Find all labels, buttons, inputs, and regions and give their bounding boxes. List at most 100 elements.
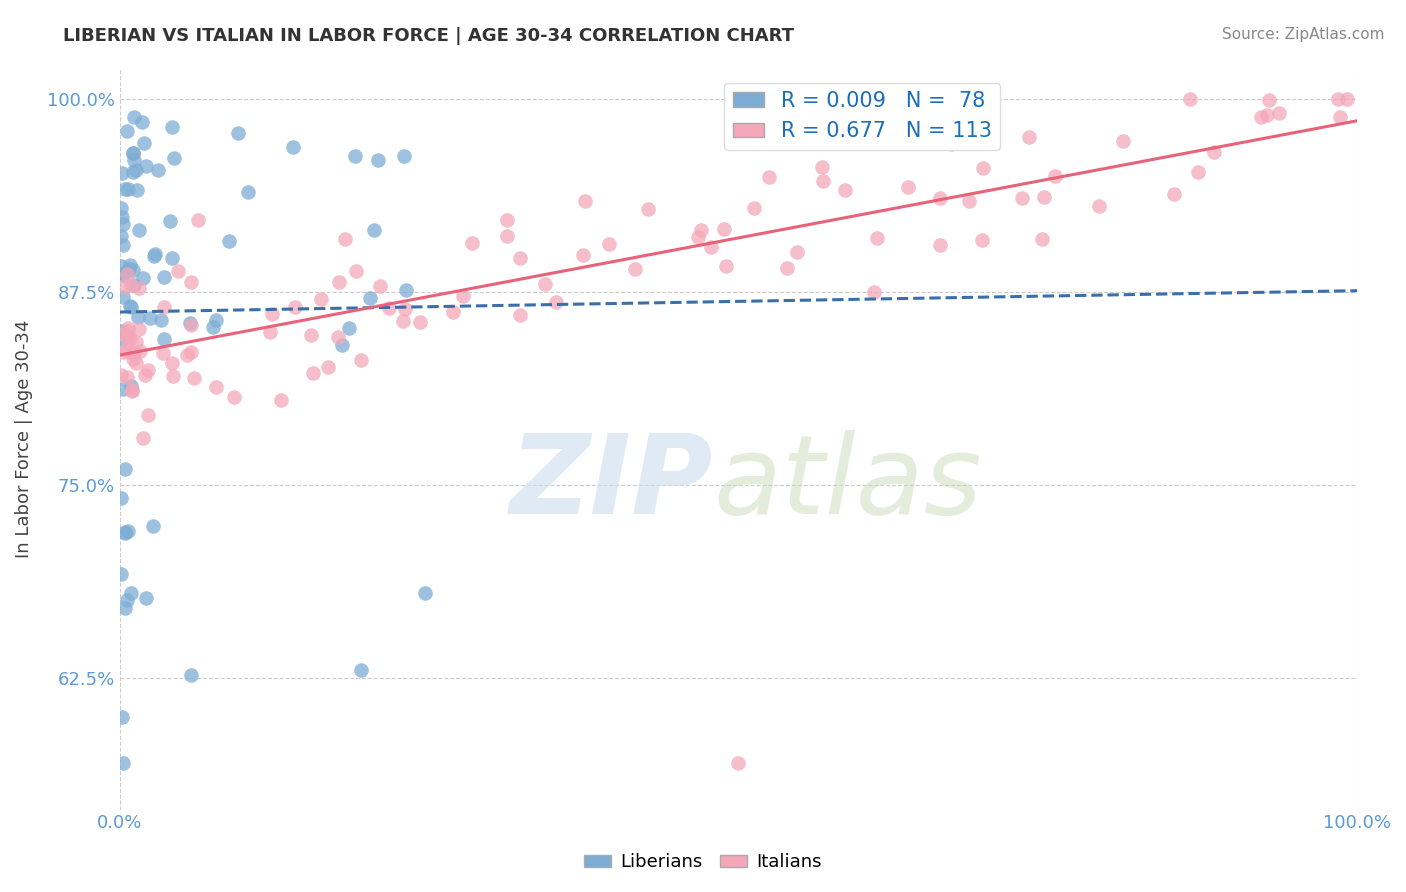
Point (776, 260, 799, 275)
Point (204, 312, 226, 326)
Point (834, 183, 856, 197)
Text: LIBERIAN VS ITALIAN IN LABOR FORCE | AGE 30-34 CORRELATION CHART: LIBERIAN VS ITALIAN IN LABOR FORCE | AGE… (63, 27, 794, 45)
Point (1011, 191, 1033, 205)
Point (180, 344, 202, 359)
Point (284, 301, 307, 315)
Point (226, 126, 249, 140)
Point (496, 228, 519, 243)
Point (153, 332, 176, 346)
Point (928, 238, 950, 252)
Point (1268, 105, 1291, 120)
Point (363, 223, 385, 237)
Point (118, 261, 141, 276)
Point (121, 346, 143, 360)
Point (111, 211, 134, 225)
Point (259, 325, 281, 339)
Point (509, 308, 531, 322)
Point (863, 285, 886, 299)
Point (236, 186, 259, 200)
Point (928, 191, 950, 205)
Point (136, 409, 159, 423)
Point (122, 165, 145, 179)
Point (111, 166, 134, 180)
Point (125, 183, 148, 197)
Point (122, 146, 145, 161)
Point (152, 300, 174, 314)
Point (111, 290, 134, 304)
Point (316, 359, 339, 374)
Point (145, 247, 167, 261)
Point (160, 120, 183, 135)
Point (786, 244, 808, 259)
Point (142, 519, 165, 533)
Point (1204, 145, 1226, 159)
Point (1258, 94, 1281, 108)
Point (1250, 110, 1272, 124)
Point (132, 431, 155, 445)
Point (136, 363, 159, 377)
Point (153, 269, 176, 284)
Point (134, 136, 156, 150)
Point (110, 333, 132, 347)
Point (180, 667, 202, 681)
Point (125, 356, 148, 370)
Point (299, 328, 322, 343)
Point (744, 201, 766, 215)
Point (114, 279, 136, 293)
Point (637, 202, 659, 216)
Point (115, 369, 138, 384)
Point (112, 327, 135, 342)
Point (110, 259, 132, 273)
Point (122, 262, 145, 277)
Point (183, 371, 205, 385)
Point (1187, 165, 1209, 179)
Point (114, 601, 136, 615)
Point (811, 160, 834, 174)
Point (114, 525, 136, 540)
Point (260, 308, 283, 322)
Point (110, 368, 132, 382)
Point (111, 218, 134, 232)
Point (941, 137, 963, 152)
Point (112, 267, 135, 281)
Point (337, 321, 360, 335)
Point (125, 162, 148, 177)
Legend: Liberians, Italians: Liberians, Italians (576, 847, 830, 879)
Point (143, 249, 166, 263)
Point (115, 593, 138, 607)
Point (727, 756, 749, 771)
Point (121, 300, 143, 314)
Point (461, 236, 484, 251)
Point (222, 390, 245, 404)
Point (135, 591, 157, 606)
Point (179, 316, 201, 330)
Point (127, 310, 149, 324)
Point (218, 234, 240, 248)
Point (1031, 232, 1053, 246)
Point (1088, 199, 1111, 213)
Point (201, 320, 224, 334)
Point (122, 277, 145, 292)
Point (328, 275, 350, 289)
Point (972, 233, 994, 247)
Point (114, 462, 136, 476)
Point (120, 299, 142, 313)
Point (110, 201, 132, 215)
Point (344, 264, 367, 278)
Point (159, 214, 181, 228)
Point (395, 283, 418, 297)
Text: atlas: atlas (714, 430, 983, 537)
Point (350, 663, 373, 677)
Point (350, 353, 373, 368)
Point (333, 232, 356, 246)
Point (176, 348, 198, 362)
Point (122, 145, 145, 160)
Point (283, 140, 305, 154)
Point (162, 369, 184, 384)
Point (1329, 110, 1351, 124)
Point (110, 491, 132, 505)
Point (163, 152, 186, 166)
Point (166, 264, 188, 278)
Point (114, 524, 136, 539)
Text: ZIP: ZIP (510, 430, 714, 537)
